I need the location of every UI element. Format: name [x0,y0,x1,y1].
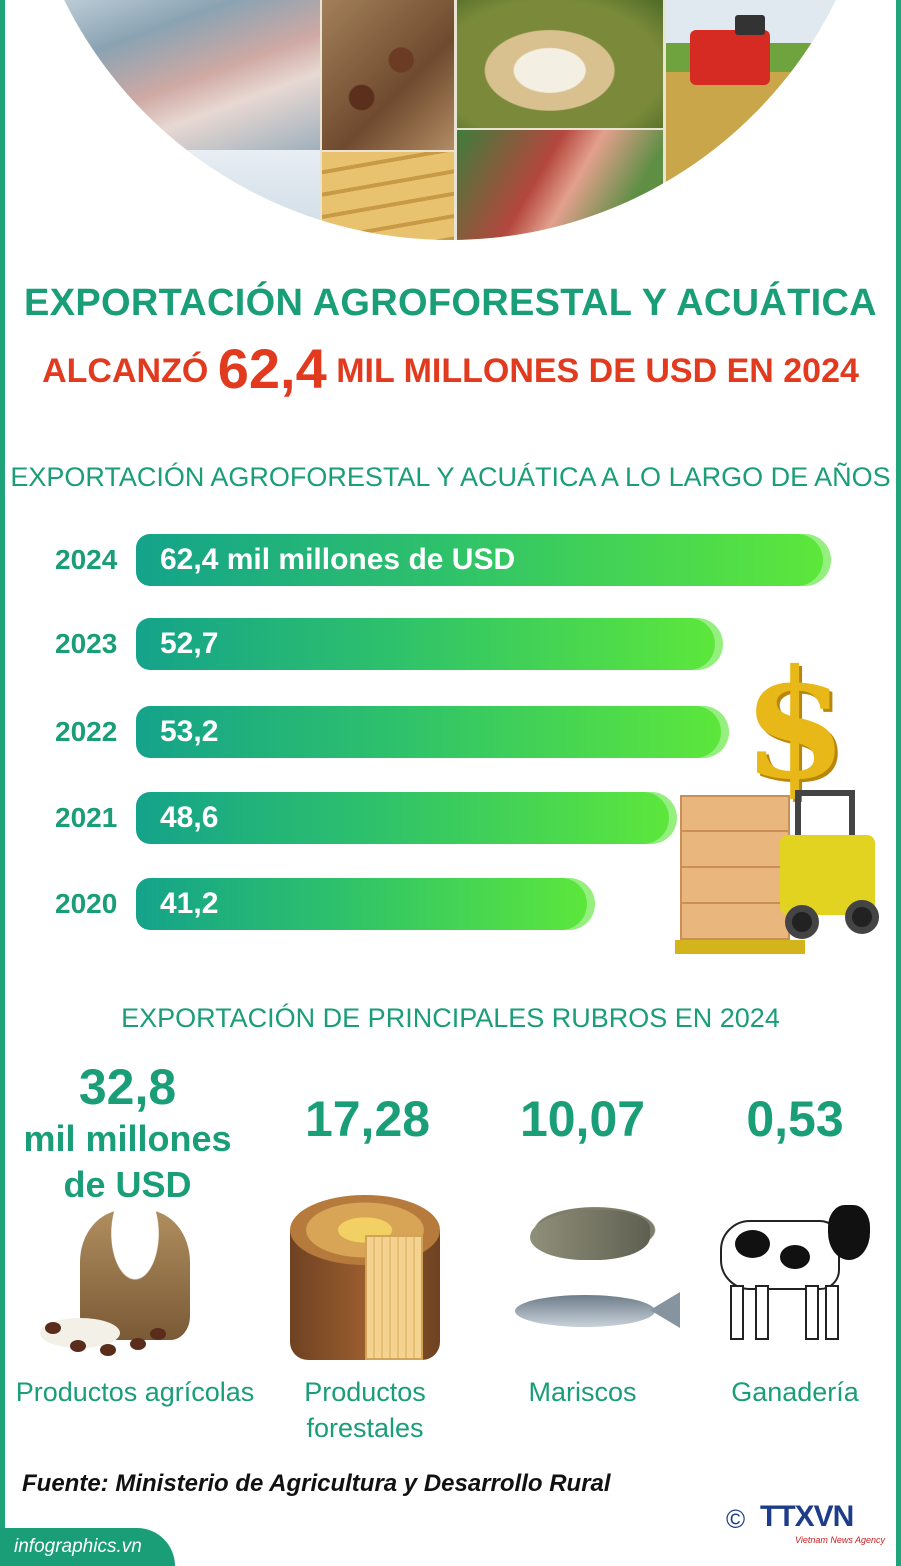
site-link[interactable]: infographics.vn [14,1536,142,1557]
agency-tagline: Vietnam News Agency [795,1535,886,1545]
main-title: EXPORTACIÓN AGROFORESTAL Y ACUÁTICA [24,282,877,324]
agri-name: Productos agrícolas [15,1377,255,1407]
source-note: Fuente: Ministerio de Agricultura y Desa… [22,1470,611,1497]
agency-logo: TTXVN [760,1500,854,1533]
fish-icon [515,1290,685,1330]
pallet [675,940,805,954]
forest-name: Productos forestales [280,1374,450,1446]
cocoa-bean [45,1322,61,1334]
photo-fish-processing [20,0,320,150]
cow-leg [825,1285,839,1340]
forest-name-line2: forestales [306,1413,424,1443]
livestock-name: Ganadería [731,1377,859,1407]
cow-spot [780,1245,810,1269]
livestock-value: 0,53 [746,1091,844,1147]
wood-plank [365,1235,423,1360]
photo-rice-bowl [457,0,663,128]
wood-stump-icon [290,1195,440,1360]
cow-leg [730,1285,744,1340]
forest-name-line1: Productos [304,1377,426,1407]
subtitle-value: 62,4 [217,337,327,400]
cocoa-bean [100,1344,116,1356]
harvester-illustration [690,15,770,85]
header-banner [0,0,901,240]
cow-leg [755,1285,769,1340]
photo-wood-planks [322,152,454,240]
agri-value: 32,8 [78,1059,177,1115]
cow-head [828,1205,870,1260]
rice-sack-icon [80,1210,190,1340]
seafood-value: 10,07 [519,1091,646,1147]
dollar-icon: $ [742,637,848,813]
dollar-forklift-illustration: $ [670,650,880,980]
cocoa-bean [130,1338,146,1350]
copyright-symbol: © [726,1504,746,1534]
shrimp-icon [490,1190,665,1270]
agri-unit-line2: de USD [63,1164,192,1205]
cow-spot [735,1230,770,1258]
years-section-title: EXPORTACIÓN AGROFORESTAL Y ACUÁTICA A LO… [10,462,891,492]
photo-fruit-market [457,130,663,240]
forklift-wheel [785,905,819,939]
agri-unit: mil millones de USD [10,1116,245,1208]
agri-unit-line1: mil millones [23,1118,232,1159]
forklift-cage [795,790,855,845]
forklift-wheel [845,900,879,934]
seafood-name: Mariscos [528,1377,637,1407]
cocoa-bean [70,1340,86,1352]
products-section-title: EXPORTACIÓN DE PRINCIPALES RUBROS EN 202… [121,1003,780,1033]
cow-icon [710,1200,875,1350]
forest-value: 17,28 [304,1091,431,1147]
subtitle-prefix: ALCANZÓ [42,352,209,390]
cow-leg [805,1285,819,1340]
photo-cocoa-beans [322,0,454,150]
photo-fish-workers [20,150,320,240]
footer-bar [0,1528,175,1566]
cocoa-bean [150,1328,166,1340]
subtitle-suffix: MIL MILLONES DE USD EN 2024 [336,352,859,390]
main-subtitle: ALCANZÓ 62,4 MIL MILLONES DE USD EN 2024 [0,336,901,401]
boxes-icon [680,795,790,940]
